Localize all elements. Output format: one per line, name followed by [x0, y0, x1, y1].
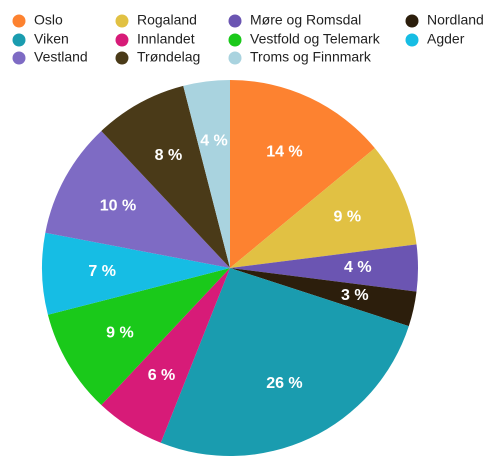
- legend-label: Vestfold og Telemark: [250, 31, 381, 47]
- data-label: 3 %: [341, 287, 369, 304]
- data-label: 9 %: [334, 208, 362, 225]
- pie-slice: [45, 130, 230, 268]
- legend-marker: [12, 14, 26, 28]
- pie-slice: [230, 148, 417, 268]
- legend-label: Møre og Romsdal: [250, 12, 361, 28]
- pie-slice: [101, 85, 230, 268]
- data-label: 4 %: [344, 259, 372, 276]
- pie-slice: [160, 268, 409, 456]
- legend-marker: [12, 33, 26, 47]
- data-label: 6 %: [148, 367, 176, 384]
- legend-marker: [228, 14, 242, 28]
- legend-label: Trøndelag: [137, 49, 200, 65]
- legend-marker: [405, 33, 419, 47]
- legend-label: Nordland: [427, 12, 484, 28]
- data-label: 14 %: [266, 144, 302, 161]
- pie-slice: [42, 232, 230, 315]
- legend-label: Viken: [34, 31, 69, 47]
- legend-marker: [115, 51, 129, 65]
- data-label: 9 %: [106, 324, 134, 341]
- pie-slice: [47, 268, 230, 406]
- data-label: 10 %: [100, 198, 136, 215]
- legend-marker: [12, 51, 26, 65]
- legend-marker: [228, 33, 242, 47]
- legend-label: Innlandet: [137, 31, 195, 47]
- legend-label: Oslo: [34, 12, 63, 28]
- data-label: 26 %: [266, 375, 302, 392]
- pie-slice: [183, 80, 230, 268]
- pie-slice: [230, 268, 417, 327]
- data-label: 4 %: [200, 132, 228, 149]
- legend-marker: [405, 14, 419, 28]
- legend-label: Vestland: [34, 49, 88, 65]
- pie-slice: [230, 80, 375, 268]
- legend-marker: [115, 14, 129, 28]
- legend-label: Rogaland: [137, 12, 197, 28]
- legend-marker: [228, 51, 242, 65]
- legend-label: Troms og Finnmark: [250, 49, 372, 65]
- pie-slice: [230, 244, 419, 292]
- legend-label: Agder: [427, 31, 465, 47]
- pie-slice: [101, 268, 230, 443]
- data-label: 7 %: [88, 263, 116, 280]
- legend-marker: [115, 33, 129, 47]
- data-label: 8 %: [155, 147, 183, 164]
